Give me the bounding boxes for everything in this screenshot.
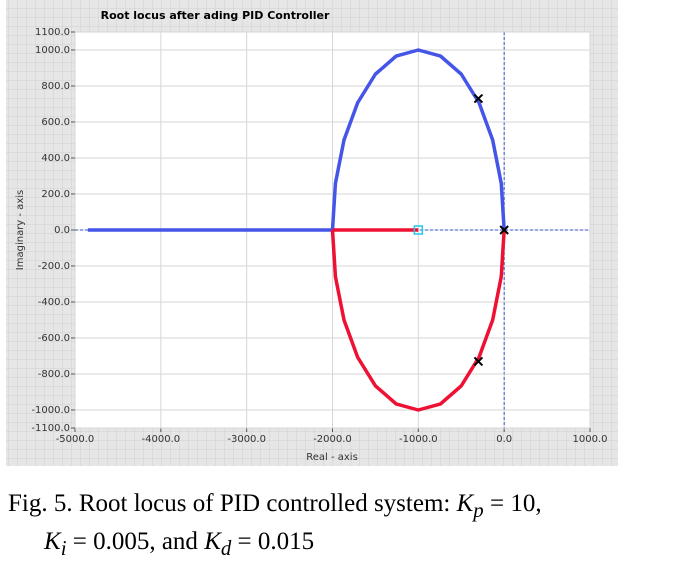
caption-symbol: K <box>456 490 474 517</box>
y-tick-label: -400.0 <box>38 297 70 308</box>
y-tick-label: 1100.0 <box>35 27 70 38</box>
chart-title: Root locus after ading PID Controller <box>101 9 330 22</box>
y-tick-label: -600.0 <box>38 333 70 344</box>
x-tick-label: -2000.0 <box>313 434 352 445</box>
pole-marker <box>499 225 509 235</box>
chart: Root locus after ading PID Controller Im… <box>6 0 618 466</box>
caption-symbol: K <box>44 528 61 555</box>
pole-marker <box>473 93 484 104</box>
locus-branch <box>330 48 506 231</box>
y-tick-label: 200.0 <box>41 189 70 200</box>
x-tick-label: 1000.0 <box>573 434 608 445</box>
x-tick-label: -1000.0 <box>399 434 438 445</box>
caption-text: Fig. 5. Root locus of PID controlled sys… <box>8 490 457 517</box>
y-tick-label: -1100.0 <box>31 423 70 434</box>
y-tick-label: -200.0 <box>38 261 70 272</box>
y-tick-label: 600.0 <box>41 117 70 128</box>
y-axis-label: Imaginary - axis <box>15 190 26 270</box>
y-tick-label: -1000.0 <box>31 405 70 416</box>
y-tick-label: 1000.0 <box>35 45 70 56</box>
y-tick-label: 800.0 <box>41 81 70 92</box>
x-tick-label: 0.0 <box>496 434 512 445</box>
caption-subscript: d <box>220 536 232 560</box>
zero-marker <box>413 225 424 235</box>
x-tick-label: -5000.0 <box>56 434 95 445</box>
caption-subscript: p <box>473 498 484 522</box>
caption-text: = 0.015 <box>231 528 315 555</box>
caption-text: = 0.005, and <box>66 528 205 555</box>
caption-symbol: K <box>204 528 221 555</box>
y-tick-label: -800.0 <box>38 369 70 380</box>
caption-subscript: i <box>60 536 67 560</box>
y-tick-label: 400.0 <box>41 153 70 164</box>
x-tick-label: -3000.0 <box>227 434 266 445</box>
pole-marker <box>473 356 484 367</box>
locus-branch <box>330 229 506 412</box>
x-axis-label: Real - axis <box>306 452 358 463</box>
caption: Fig. 5. Root locus of PID controlled sys… <box>8 488 542 564</box>
x-tick-label: -4000.0 <box>142 434 181 445</box>
y-tick-label: 0.0 <box>54 225 70 236</box>
caption-text: = 10, <box>483 490 542 517</box>
